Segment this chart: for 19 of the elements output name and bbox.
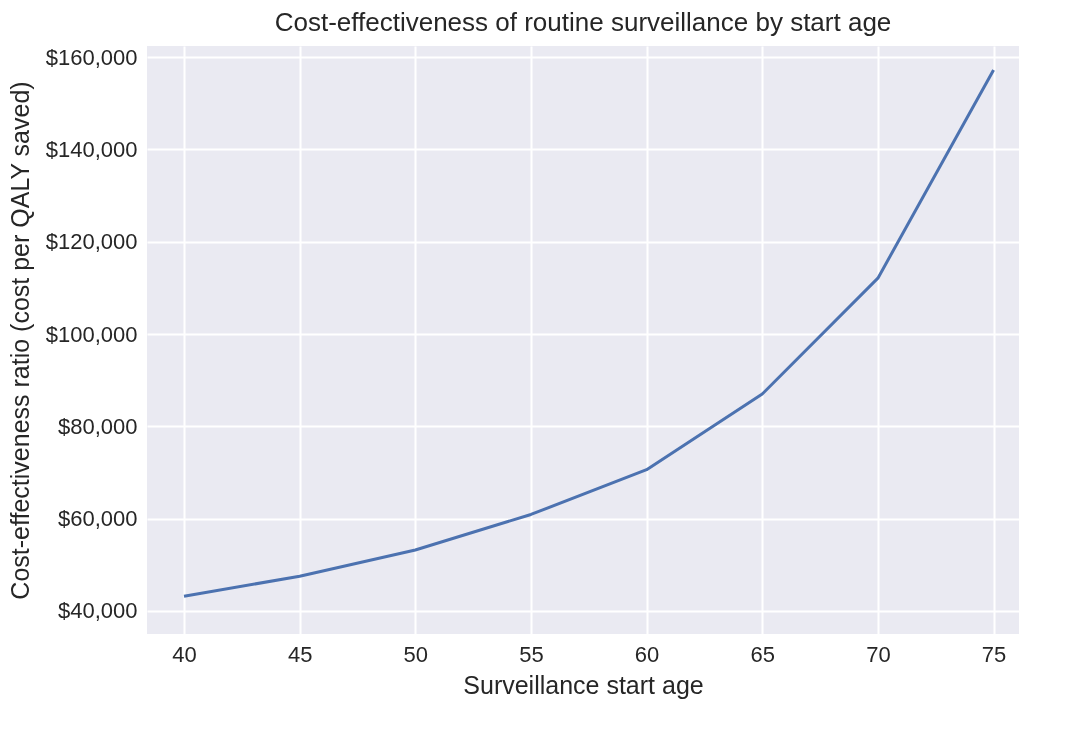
x-tick-label: 60 [634,641,660,667]
x-tick-label: 40 [172,641,197,667]
y-tick-label: $140,000 [45,136,138,162]
chart-title: Cost-effectiveness of routine surveillance by start age [274,7,892,37]
x-tick-label: 65 [750,641,775,667]
x-tick-label: 50 [403,641,429,667]
y-tick-label: $120,000 [45,229,138,255]
x-tick-label: 70 [866,641,891,667]
y-tick-label: $60,000 [57,506,138,532]
y-axis-title: Cost-effectiveness ratio (cost per QALY saved) [5,81,34,600]
x-axis-title: Surveillance start age [463,670,704,699]
line-series [182,68,996,598]
y-tick-label: $100,000 [45,321,138,347]
x-tick-label: 45 [287,641,313,667]
y-tick-label: $160,000 [45,44,138,70]
x-tick-label: 55 [519,641,544,667]
y-tick-label: $40,000 [57,598,138,624]
x-tick-label: 75 [981,641,1007,667]
y-tick-label: $80,000 [57,413,138,439]
